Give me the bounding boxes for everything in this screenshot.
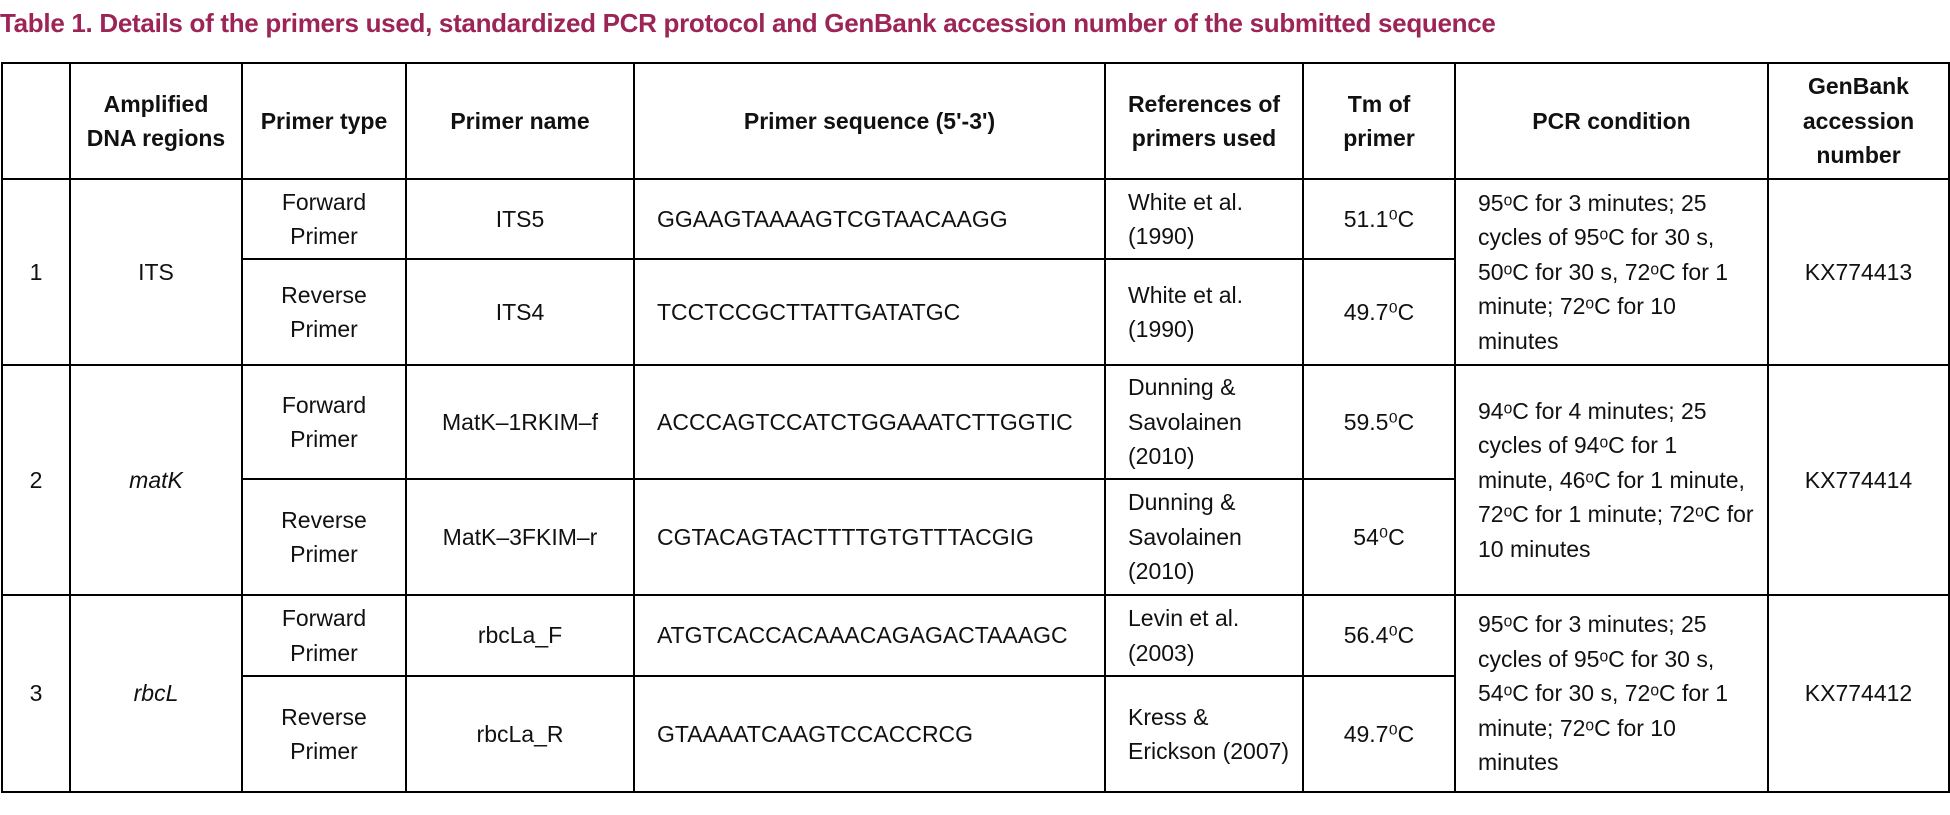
table-row: Reverse Primer MatK–3FKIM–r CGTACAGTACTTTT… — [2, 478, 1949, 596]
pcr-condition: 95ᵒC for 3 minutes; 25 cycles of 95ᵒC fo… — [1454, 594, 1769, 793]
header-cell: Tm of primer — [1302, 62, 1456, 180]
table-row: 3 rbcL Forward Primer rbcLa_F ATGTCACCACAAAC… — [1, 594, 1950, 793]
dna-region: ITS — [69, 178, 243, 366]
primer-sequence: ACCCAGTCCATCTGGAAATCTTGGTIC — [633, 364, 1106, 480]
primer-sequence: TCCTCCGCTTATTGATATGC — [633, 258, 1106, 366]
primer-name: MatK–3FKIM–r — [405, 478, 635, 596]
pcr-condition: 95ᵒC for 3 minutes; 25 cycles of 95ᵒC fo… — [1454, 178, 1769, 366]
primer-tm: 51.1⁰C — [1302, 178, 1456, 260]
primer-reference: Kress & Erickson (2007) — [1104, 675, 1304, 793]
primer-table: Amplified DNA regions Primer type Primer n… — [1, 62, 1950, 793]
table-row: Reverse Primer rbcLa_R GTAAAATCAAGTCCACCRC… — [2, 675, 1949, 793]
dna-region: rbcL — [69, 594, 243, 793]
primer-reference: White et al. (1990) — [1104, 178, 1304, 260]
header-cell: PCR condition — [1454, 62, 1769, 180]
primer-tm: 49.7⁰C — [1302, 675, 1456, 793]
header-cell: Amplified DNA regions — [69, 62, 243, 180]
primer-name: ITS4 — [405, 258, 635, 366]
primer-type: Reverse Primer — [241, 478, 407, 596]
header-cell: Primer sequence (5'-3') — [633, 62, 1106, 180]
header-cell: Primer name — [405, 62, 635, 180]
accession-number: KX774413 — [1767, 178, 1950, 366]
primer-type: Reverse Primer — [241, 258, 407, 366]
accession-number: KX774412 — [1767, 594, 1950, 793]
primer-name: rbcLa_F — [405, 594, 635, 677]
primer-sequence: CGTACAGTACTTTTGTGTTTACGIG — [633, 478, 1106, 596]
group-number: 1 — [1, 178, 71, 366]
pcr-condition: 94ᵒC for 4 minutes; 25 cycles of 94ᵒC fo… — [1454, 364, 1769, 596]
primer-sequence: GGAAGTAAAAGTCGTAACAAGG — [633, 178, 1106, 260]
header-cell — [1, 62, 71, 180]
table-row: Reverse Primer ITS4 TCCTCCGCTTATTGATATGC Wh… — [2, 258, 1949, 366]
table-row: 1 ITS Forward Primer ITS5 GGAAGTAAAAGTCGTAAC… — [1, 178, 1950, 366]
primer-name: MatK–1RKIM–f — [405, 364, 635, 480]
primer-tm: 54⁰C — [1302, 478, 1456, 596]
primer-type: Forward Primer — [241, 364, 407, 480]
header-cell: Primer type — [241, 62, 407, 180]
table-row: 2 matK Forward Primer MatK–1RKIM–f ACCCAGTCC… — [1, 364, 1950, 596]
group-number: 2 — [1, 364, 71, 596]
primer-type: Forward Primer — [241, 178, 407, 260]
header-cell: GenBank accession number — [1767, 62, 1950, 180]
primer-reference: Dunning & Savolainen (2010) — [1104, 478, 1304, 596]
primer-tm: 56.4⁰C — [1302, 594, 1456, 677]
primer-reference: Dunning & Savolainen (2010) — [1104, 364, 1304, 480]
primer-type: Reverse Primer — [241, 675, 407, 793]
accession-number: KX774414 — [1767, 364, 1950, 596]
group-number: 3 — [1, 594, 71, 793]
primer-tm: 49.7⁰C — [1302, 258, 1456, 366]
header-cell: References of primers used — [1104, 62, 1304, 180]
primer-type: Forward Primer — [241, 594, 407, 677]
primer-sequence: ATGTCACCACAAACAGAGACTAAAGC — [633, 594, 1106, 677]
header-row: Amplified DNA regions Primer type Primer n… — [1, 62, 1950, 180]
primer-sequence: GTAAAATCAAGTCCACCRCG — [633, 675, 1106, 793]
primer-name: rbcLa_R — [405, 675, 635, 793]
primer-reference: White et al. (1990) — [1104, 258, 1304, 366]
primer-reference: Levin et al. (2003) — [1104, 594, 1304, 677]
primer-tm: 59.5⁰C — [1302, 364, 1456, 480]
dna-region: matK — [69, 364, 243, 596]
primer-name: ITS5 — [405, 178, 635, 260]
table-title: Table 1. Details of the primers used, st… — [0, 8, 1496, 38]
